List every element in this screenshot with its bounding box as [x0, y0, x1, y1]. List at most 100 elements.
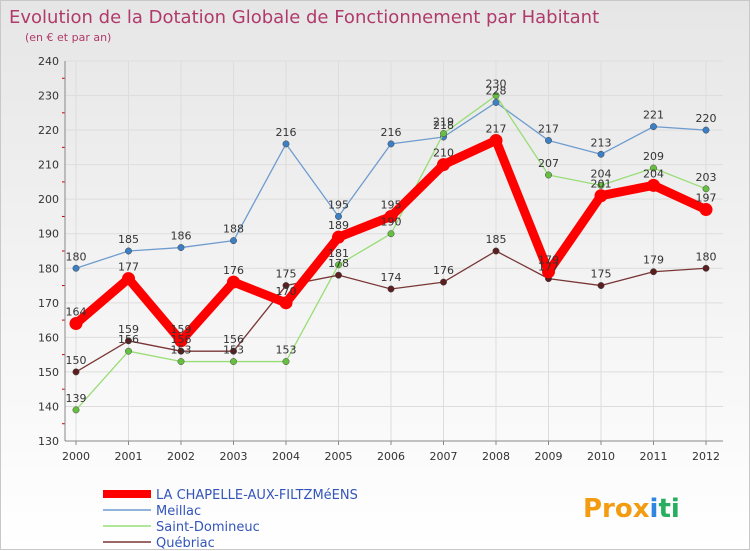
point-saint-domineuc-2008 — [492, 92, 500, 99]
legend-label-saint-domineuc: Saint-Domineuc — [156, 520, 260, 535]
label-la-chapelle-aux-filtzm-ens-2002: 159 — [171, 323, 192, 336]
y-tick-190: 190 — [38, 228, 59, 241]
point-meillac-2004 — [282, 140, 290, 148]
axes — [62, 61, 723, 445]
y-tick-130: 130 — [38, 435, 59, 448]
point-meillac-2011 — [650, 123, 657, 131]
point-qu-briac-2007 — [440, 278, 447, 286]
label-saint-domineuc-2012: 203 — [696, 171, 717, 184]
point-qu-briac-2003 — [230, 347, 237, 355]
y-tick-labels: 130 140 150 160 170 180 190 200 210 220 230 240 — [38, 55, 59, 448]
point-saint-domineuc-2003 — [230, 358, 237, 365]
point-meillac-2005 — [335, 213, 342, 220]
label-meillac-2006: 216 — [381, 126, 402, 139]
label-meillac-2003: 188 — [223, 223, 244, 236]
label-la-chapelle-aux-filtzm-ens-2003: 176 — [223, 264, 244, 277]
y-tick-150: 150 — [38, 366, 59, 379]
y-tick-210: 210 — [38, 159, 59, 172]
label-la-chapelle-aux-filtzm-ens-2011: 204 — [643, 167, 664, 180]
point-meillac-2003 — [230, 237, 237, 245]
label-la-chapelle-aux-filtzm-ens-2010: 201 — [591, 178, 612, 191]
label-saint-domineuc-2000: 139 — [66, 392, 87, 405]
legend-label-quebriac: Québriac — [156, 536, 215, 551]
point-saint-domineuc-2006 — [387, 230, 395, 238]
label-meillac-2011: 221 — [643, 109, 664, 122]
label-saint-domineuc-2006: 190 — [381, 216, 402, 229]
label-meillac-2005: 195 — [328, 198, 349, 211]
point-la-chapelle-aux-filtzm-ens-2011 — [647, 178, 660, 192]
point-saint-domineuc-2002 — [177, 358, 185, 365]
logo-text-prox: Prox — [583, 494, 650, 524]
label-saint-domineuc-2008: 230 — [486, 78, 507, 91]
label-meillac-2000: 180 — [66, 250, 87, 263]
point-meillac-2012 — [702, 126, 710, 134]
label-saint-domineuc-2007: 219 — [433, 116, 454, 129]
label-qu-briac-2002: 156 — [171, 333, 192, 346]
svg-text:Proxiti: Proxiti — [583, 494, 680, 524]
x-tick-2004: 2004 — [272, 450, 300, 463]
label-qu-briac-2000: 150 — [66, 354, 87, 367]
point-meillac-2000 — [72, 264, 80, 272]
label-la-chapelle-aux-filtzm-ens-2006: 195 — [381, 198, 402, 211]
label-meillac-2009: 217 — [538, 122, 559, 135]
y-tick-180: 180 — [38, 262, 59, 275]
label-qu-briac-2003: 156 — [223, 333, 244, 346]
label-la-chapelle-aux-filtzm-ens-2007: 210 — [433, 147, 454, 160]
point-la-chapelle-aux-filtzm-ens-2009 — [542, 265, 555, 279]
x-tick-2006: 2006 — [377, 450, 405, 463]
x-tick-2002: 2002 — [167, 450, 195, 463]
x-tick-2003: 2003 — [220, 450, 248, 463]
legend-label-la-chapelle: LA CHAPELLE-AUX-FILTZMéENS — [156, 488, 358, 503]
label-la-chapelle-aux-filtzm-ens-2000: 164 — [66, 306, 87, 319]
point-saint-domineuc-2001 — [125, 347, 132, 355]
point-la-chapelle-aux-filtzm-ens-2006 — [384, 209, 398, 223]
x-tick-2008: 2008 — [482, 450, 510, 463]
y-tick-140: 140 — [38, 400, 59, 413]
label-saint-domineuc-2005: 181 — [328, 247, 349, 260]
x-tick-2012: 2012 — [692, 450, 720, 463]
label-meillac-2008: 228 — [486, 84, 507, 97]
chart-title: Evolution de la Dotation Globale de Fonc… — [9, 7, 599, 28]
logo-text-i: i — [650, 494, 659, 524]
label-meillac-2001: 185 — [118, 233, 139, 246]
label-qu-briac-2012: 180 — [696, 250, 717, 263]
point-meillac-2002 — [177, 244, 185, 251]
legend-label-meillac: Meillac — [156, 504, 201, 519]
label-saint-domineuc-2010: 204 — [591, 167, 612, 180]
point-saint-domineuc-2010 — [597, 181, 605, 189]
y-tick-230: 230 — [38, 90, 59, 103]
point-saint-domineuc-2005 — [335, 261, 342, 269]
point-meillac-2001 — [125, 247, 132, 255]
point-saint-domineuc-2012 — [702, 185, 710, 193]
x-tick-2011: 2011 — [640, 450, 668, 463]
point-qu-briac-2011 — [650, 268, 657, 276]
point-qu-briac-2004 — [282, 282, 290, 289]
x-tick-2005: 2005 — [325, 450, 353, 463]
label-meillac-2012: 220 — [696, 112, 717, 125]
point-la-chapelle-aux-filtzm-ens-2012 — [699, 203, 713, 217]
point-la-chapelle-aux-filtzm-ens-2010 — [594, 189, 608, 203]
y-tick-220: 220 — [38, 124, 59, 137]
proxiti-logo: Proxiti — [583, 494, 680, 524]
label-saint-domineuc-2001: 156 — [118, 333, 139, 346]
grid-lines — [65, 60, 723, 442]
point-la-chapelle-aux-filtzm-ens-2002 — [174, 334, 188, 348]
point-qu-briac-2002 — [177, 347, 185, 355]
x-tick-2007: 2007 — [430, 450, 458, 463]
point-la-chapelle-aux-filtzm-ens-2004 — [279, 296, 293, 310]
point-la-chapelle-aux-filtzm-ens-2001 — [122, 272, 135, 286]
y-tick-170: 170 — [38, 297, 59, 310]
x-tick-labels: 2000 2001 2002 2003 2004 2005 2006 2007 2008 2009… — [62, 450, 720, 463]
point-la-chapelle-aux-filtzm-ens-2000 — [69, 317, 83, 331]
label-qu-briac-2007: 176 — [433, 264, 454, 277]
x-tick-2000: 2000 — [62, 450, 90, 463]
point-qu-briac-2001 — [125, 337, 132, 345]
label-saint-domineuc-2004: 153 — [276, 344, 297, 357]
point-meillac-2008 — [492, 99, 500, 106]
series-layer — [69, 92, 713, 414]
point-meillac-2009 — [545, 137, 552, 144]
label-la-chapelle-aux-filtzm-ens-2001: 177 — [118, 261, 139, 274]
point-saint-domineuc-2007 — [440, 130, 447, 137]
